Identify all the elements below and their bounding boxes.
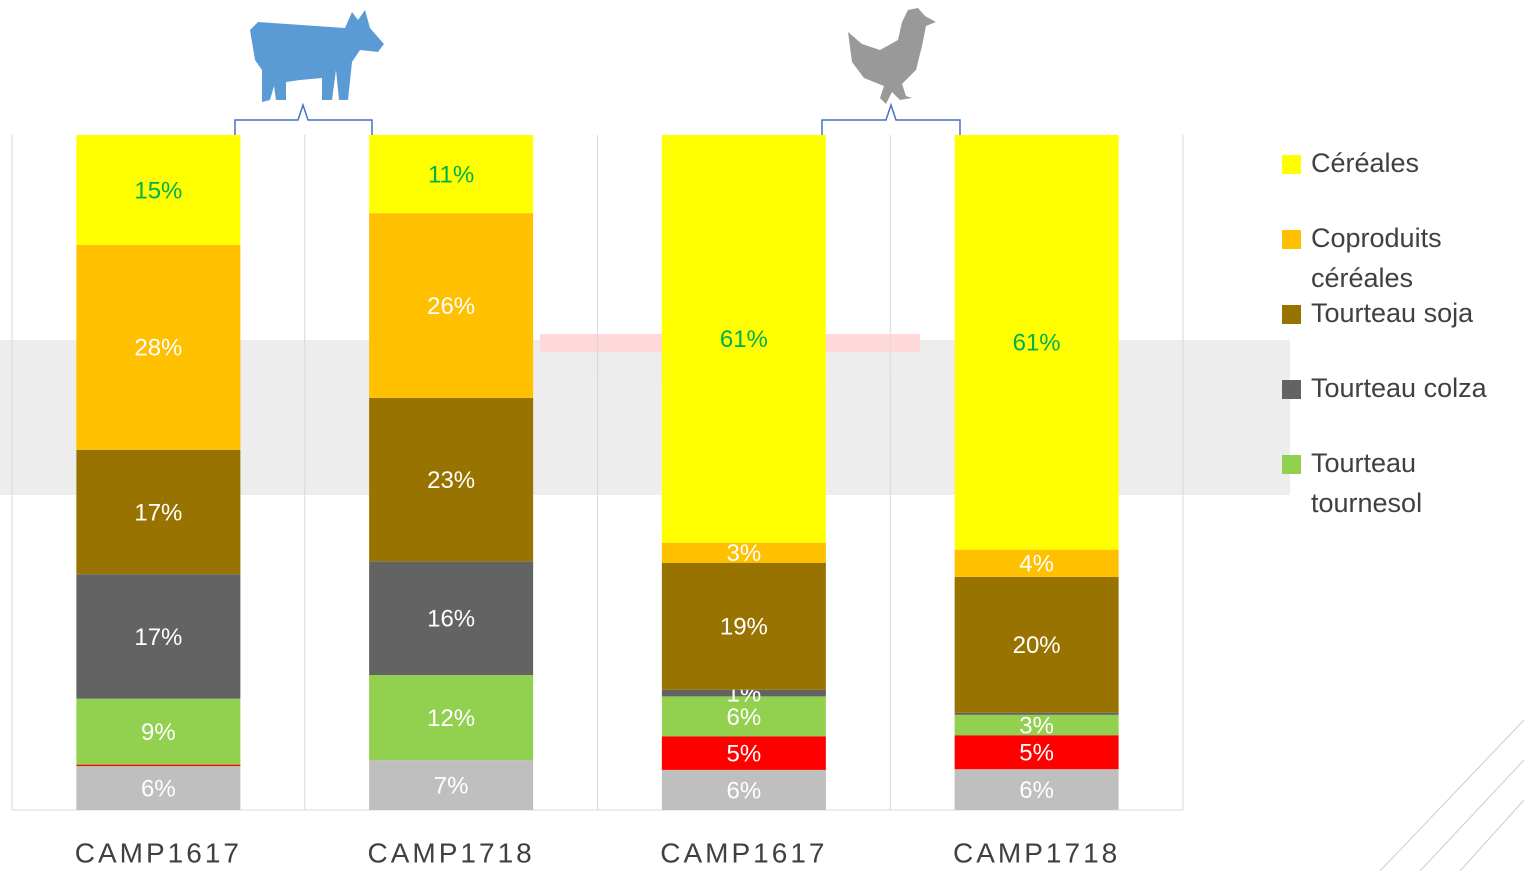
data-label: 4% (1019, 551, 1054, 578)
bar-segment (76, 449, 241, 575)
bar-segment (76, 574, 241, 699)
cow-icon (250, 10, 384, 102)
data-label: 3% (727, 540, 762, 567)
data-label: 61% (720, 326, 768, 353)
bar-segment (954, 769, 1119, 810)
legend-item: Céréales (1282, 143, 1518, 218)
legend-item: Tourteau tournesol (1282, 443, 1518, 518)
data-label: 16% (427, 606, 475, 633)
bar-segment (76, 764, 241, 767)
data-label: 19% (720, 614, 768, 641)
data-label: 9% (141, 719, 176, 746)
bar-segment (661, 135, 826, 543)
data-label: 23% (427, 467, 475, 494)
legend: Céréales Coproduits céréales Tourteau soja… (1282, 143, 1518, 518)
data-label: 5% (727, 741, 762, 768)
data-label: 28% (134, 335, 182, 362)
bar-segment (76, 698, 241, 765)
bar-segment (954, 735, 1119, 770)
bar-segment (954, 714, 1119, 736)
data-label: 12% (427, 705, 475, 732)
bar-segment (661, 769, 826, 810)
x-tick-label: CAMP1617 (660, 837, 827, 868)
bar-segment (661, 542, 826, 563)
data-label: 6% (727, 704, 762, 731)
legend-label: Céréales (1311, 148, 1420, 178)
bar-segment (661, 562, 826, 690)
bar-segment (76, 244, 241, 450)
legend-label: Tourteau soja (1311, 298, 1474, 328)
bar-segment (369, 760, 534, 810)
bar-segment (76, 766, 241, 810)
data-label: 6% (1019, 777, 1054, 804)
bar-segment (369, 397, 534, 562)
legend-item: Tourteau colza (1282, 368, 1518, 443)
bar-segment (954, 135, 1119, 550)
data-label: 5% (1019, 740, 1054, 767)
legend-item: Coproduits céréales (1282, 218, 1518, 293)
data-label: 17% (134, 624, 182, 651)
legend-label: Tourteau colza (1311, 373, 1487, 403)
bar-segment (369, 213, 534, 398)
data-label: 11% (428, 161, 474, 188)
diagonal-decoration (1379, 719, 1524, 871)
legend-swatch (1282, 230, 1301, 249)
bar-segment (954, 549, 1119, 577)
bracket (821, 102, 961, 135)
x-tick-label: CAMP1718 (368, 837, 535, 868)
legend-swatch (1282, 380, 1301, 399)
legend-swatch (1282, 305, 1301, 324)
bar-segment (76, 135, 241, 245)
bar-segment (661, 696, 826, 737)
bar-segment (954, 712, 1119, 715)
legend-label: Tourteau tournesol (1311, 448, 1423, 518)
legend-item: Tourteau soja (1282, 293, 1518, 368)
bracket (234, 102, 373, 135)
bar-segment (369, 135, 534, 214)
bar-segment (661, 736, 826, 770)
data-label: 26% (427, 293, 475, 320)
bar-segment (954, 576, 1119, 713)
chicken-icon (848, 8, 936, 104)
x-tick-label: CAMP1718 (953, 837, 1120, 868)
data-label: 3% (1019, 712, 1054, 739)
data-label: 7% (434, 772, 469, 799)
data-label: 20% (1013, 632, 1061, 659)
data-label: 61% (1013, 330, 1061, 357)
data-label: 15% (134, 177, 182, 204)
legend-swatch (1282, 155, 1301, 174)
x-tick-label: CAMP1617 (75, 837, 242, 868)
bar-segment (369, 675, 534, 761)
data-label: 6% (141, 775, 176, 802)
data-label: 17% (134, 499, 182, 526)
bar-segment (369, 561, 534, 675)
bar-segment (661, 689, 826, 697)
legend-swatch (1282, 455, 1301, 474)
legend-label: Coproduits céréales (1311, 223, 1442, 293)
data-label: 6% (727, 777, 762, 804)
